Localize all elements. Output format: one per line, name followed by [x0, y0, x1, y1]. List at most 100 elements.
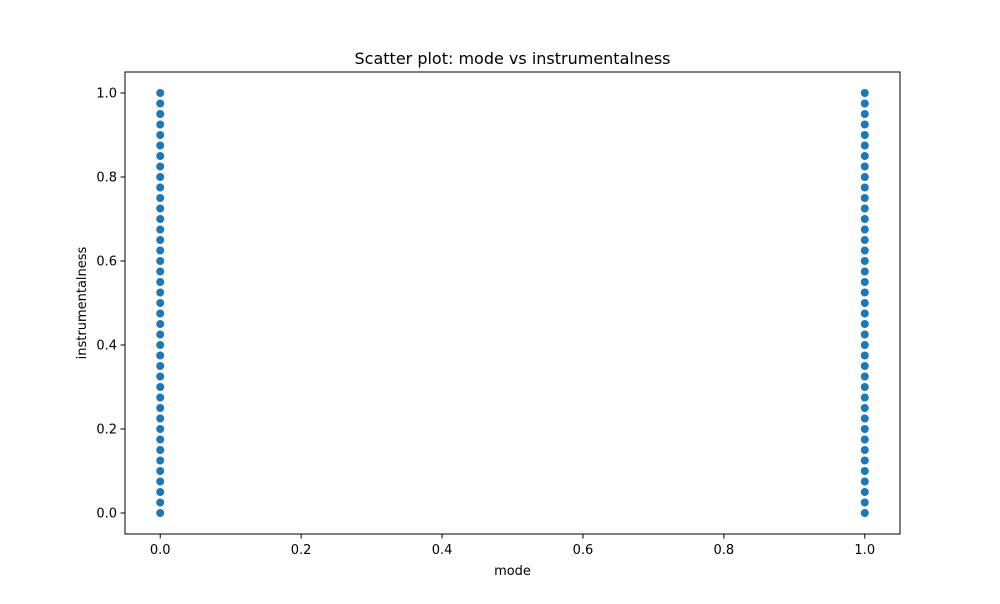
x-tick-label: 1.0 [854, 543, 875, 558]
scatter-point [860, 425, 869, 433]
scatter-point [860, 99, 869, 108]
scatter-point [860, 204, 869, 213]
scatter-point [156, 141, 165, 150]
x-axis-label: mode [494, 564, 531, 579]
scatter-point [156, 288, 165, 297]
scatter-point [156, 236, 165, 244]
x-tick-label: 0.2 [291, 543, 312, 558]
scatter-point [156, 477, 165, 486]
scatter-point [860, 246, 869, 255]
scatter-point [156, 488, 165, 496]
scatter-point [156, 467, 165, 475]
scatter-point [860, 404, 869, 412]
scatter-point [860, 225, 869, 234]
x-tick-label: 0.8 [714, 543, 735, 558]
scatter-point [860, 341, 869, 349]
scatter-point [860, 267, 869, 276]
scatter-point [860, 488, 869, 496]
scatter-point [860, 215, 869, 223]
scatter-point [860, 456, 869, 465]
scatter-point [156, 246, 165, 255]
y-tick-label: 0.0 [96, 507, 117, 522]
x-tick-label: 0.0 [150, 543, 171, 558]
scatter-point [860, 477, 869, 486]
y-axis-label: instrumentalness [75, 246, 90, 359]
scatter-point [860, 236, 869, 244]
scatter-point [156, 414, 165, 423]
chart-title: Scatter plot: mode vs instrumentalness [355, 49, 671, 68]
scatter-point [860, 320, 869, 328]
scatter-point [156, 330, 165, 339]
scatter-point [156, 383, 165, 391]
scatter-point [156, 215, 165, 223]
scatter-point [156, 152, 165, 160]
scatter-point [860, 351, 869, 360]
data-points [156, 89, 869, 517]
scatter-point [156, 372, 165, 381]
scatter-point [156, 120, 165, 129]
y-tick-label: 0.4 [96, 339, 117, 354]
scatter-point [860, 414, 869, 423]
scatter-point [156, 110, 165, 118]
scatter-point [860, 435, 869, 444]
scatter-point [860, 383, 869, 391]
scatter-point [156, 204, 165, 213]
scatter-point [860, 152, 869, 160]
scatter-point [860, 467, 869, 475]
scatter-point [156, 99, 165, 108]
scatter-point [156, 225, 165, 234]
scatter-point [860, 173, 869, 181]
scatter-point [156, 194, 165, 202]
scatter-point [860, 309, 869, 318]
scatter-point [860, 299, 869, 307]
scatter-point [860, 446, 869, 454]
scatter-point [860, 288, 869, 297]
scatter-point [860, 183, 869, 192]
scatter-point [156, 404, 165, 412]
scatter-point [860, 330, 869, 339]
scatter-point [156, 173, 165, 181]
plot-background [125, 72, 900, 534]
scatter-point [156, 267, 165, 276]
scatter-point [860, 141, 869, 150]
scatter-point [156, 309, 165, 318]
scatter-point [860, 362, 869, 370]
y-tick-label: 0.6 [96, 255, 117, 270]
scatter-point [860, 89, 869, 97]
scatter-point [860, 372, 869, 381]
scatter-point [156, 509, 165, 517]
scatter-point [860, 162, 869, 171]
scatter-point [156, 320, 165, 328]
y-tick-label: 1.0 [96, 87, 117, 102]
scatter-point [156, 362, 165, 370]
scatter-point [156, 393, 165, 402]
scatter-point [860, 120, 869, 129]
x-tick-label: 0.4 [432, 543, 453, 558]
scatter-point [156, 257, 165, 265]
scatter-point [860, 509, 869, 517]
scatter-point [156, 131, 165, 139]
scatter-point [860, 110, 869, 118]
scatter-point [860, 278, 869, 286]
y-axis-ticks: 0.0 0.2 0.4 0.6 0.8 1.0 [96, 87, 125, 522]
scatter-point [860, 194, 869, 202]
scatter-point [860, 131, 869, 139]
scatter-point [156, 435, 165, 444]
scatter-point [156, 278, 165, 286]
y-tick-label: 0.8 [96, 171, 117, 186]
scatter-point [156, 425, 165, 433]
scatter-point [156, 162, 165, 171]
scatter-point [860, 393, 869, 402]
scatter-point [860, 257, 869, 265]
scatter-point [156, 341, 165, 349]
scatter-point [156, 299, 165, 307]
scatter-point [156, 456, 165, 465]
plot-frame [124, 71, 901, 535]
scatter-point [156, 351, 165, 360]
scatter-point [156, 498, 165, 507]
x-tick-label: 0.6 [573, 543, 594, 558]
scatter-point [156, 446, 165, 454]
scatter-point [156, 89, 165, 97]
